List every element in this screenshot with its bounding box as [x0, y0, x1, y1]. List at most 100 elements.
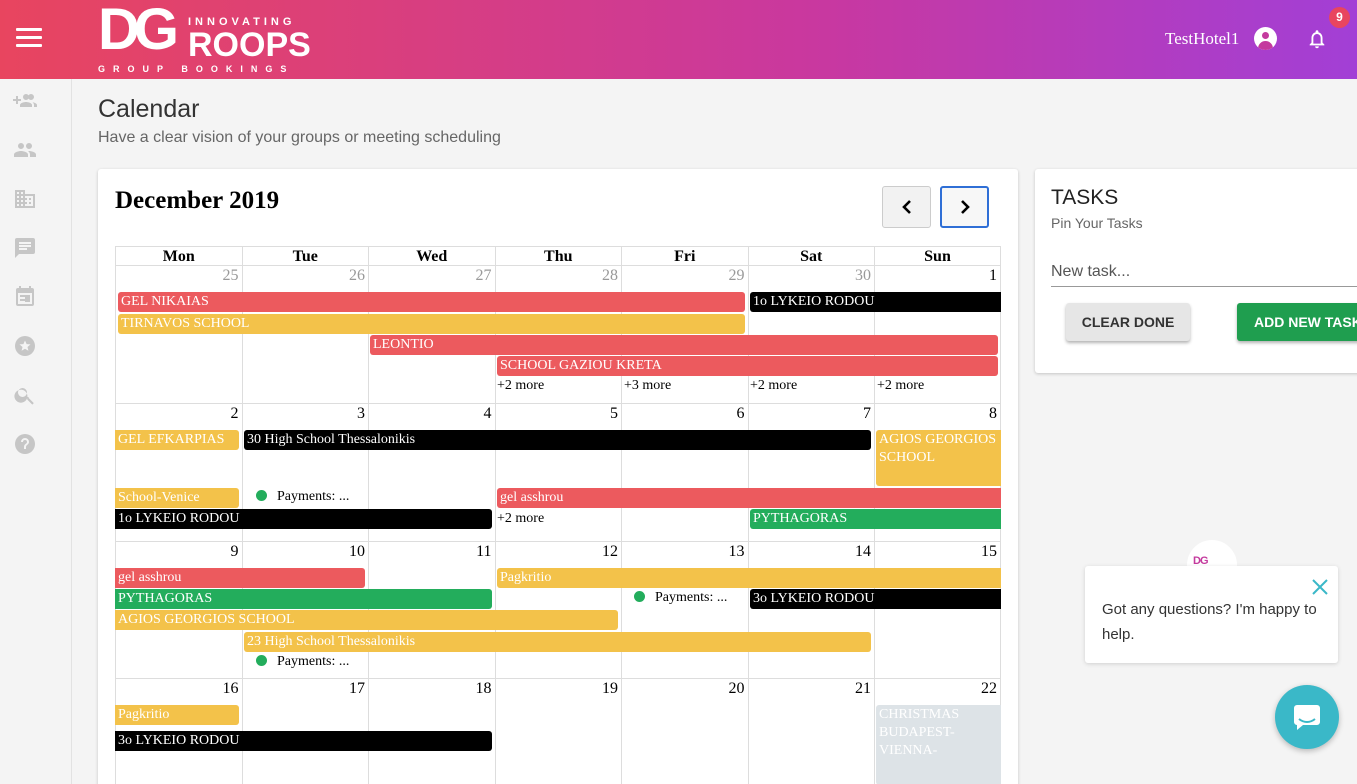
day-cell[interactable]: 20 — [621, 679, 748, 784]
payment-label: Payments: ... — [655, 590, 728, 605]
event-bar[interactable]: 3o LYKEIO RODOU — [115, 731, 492, 751]
chat-launch-button[interactable] — [1275, 685, 1339, 749]
add-group-icon[interactable] — [13, 89, 37, 113]
logo-group-bookings: GROUP BOOKINGS — [98, 64, 295, 74]
event-bar[interactable]: GEL NIKAIAS — [118, 292, 745, 312]
star-icon[interactable] — [13, 334, 37, 358]
day-number: 5 — [610, 405, 618, 422]
logo-dg: DG — [98, 0, 179, 62]
next-month-button[interactable] — [940, 186, 989, 228]
building-icon[interactable] — [13, 187, 37, 211]
new-task-input[interactable] — [1051, 257, 1357, 287]
event-bar[interactable]: Pagkritio — [497, 568, 1001, 588]
day-cell[interactable]: 3 — [241, 404, 368, 542]
user-circle-icon[interactable] — [1254, 27, 1277, 50]
chevron-left-icon — [901, 200, 911, 214]
more-link[interactable]: +2 more — [750, 378, 798, 393]
menu-icon[interactable] — [16, 28, 42, 50]
event-bar[interactable]: 1o LYKEIO RODOU — [750, 292, 1001, 312]
day-number: 18 — [475, 680, 492, 697]
day-cell[interactable]: 6 — [621, 404, 748, 542]
event-bar[interactable]: 3o LYKEIO RODOU — [750, 589, 1001, 609]
chat-message: Got any questions? I'm happy to help. — [1102, 601, 1317, 643]
logo-roops: ROOPS — [188, 26, 311, 64]
notification-badge[interactable]: 9 — [1329, 7, 1350, 28]
prev-month-button[interactable] — [882, 186, 931, 228]
day-cell[interactable]: 21 — [747, 679, 875, 784]
payment-item[interactable]: Payments: ... — [256, 654, 349, 670]
event-bar[interactable]: 23 High School Thessalonikis — [244, 632, 871, 652]
day-number: 14 — [855, 543, 871, 560]
payment-item[interactable]: Payments: ... — [634, 590, 727, 606]
day-number: 30 — [855, 267, 871, 284]
event-bar[interactable]: AGIOS GEORGIOS SCHOOL — [876, 430, 1001, 486]
event-bar[interactable]: TIRNAVOS SCHOOL — [118, 314, 745, 334]
day-number: 12 — [602, 543, 618, 560]
day-cell[interactable]: 4 — [368, 404, 495, 542]
event-bar[interactable]: PYTHAGORAS — [750, 509, 1001, 529]
more-link[interactable]: +2 more — [877, 378, 925, 393]
bell-icon[interactable] — [1306, 28, 1328, 50]
day-cell[interactable]: 15 — [874, 542, 1001, 679]
day-number: 21 — [855, 680, 871, 697]
chat-bubble[interactable]: Got any questions? I'm happy to help. — [1085, 566, 1338, 663]
weekday-mon: Mon — [115, 247, 242, 266]
more-link[interactable]: +2 more — [497, 511, 545, 526]
clear-done-button[interactable]: CLEAR DONE — [1066, 303, 1190, 341]
day-cell[interactable]: 26 — [241, 266, 368, 404]
event-bar[interactable]: CHRISTMAS BUDAPEST-VIENNA- — [876, 705, 1001, 784]
event-bar[interactable]: GEL EFKARPIAS — [115, 430, 239, 450]
day-number: 1 — [989, 267, 997, 284]
weekday-tue: Tue — [241, 247, 369, 266]
event-bar[interactable]: 1o LYKEIO RODOU — [115, 509, 492, 529]
event-bar[interactable]: PYTHAGORAS — [115, 589, 492, 609]
day-number: 27 — [475, 267, 492, 284]
day-number: 2 — [230, 405, 239, 422]
day-number: 10 — [349, 543, 365, 560]
event-bar[interactable]: 30 High School Thessalonikis — [244, 430, 871, 450]
event-bar[interactable]: Pagkritio — [115, 705, 239, 725]
day-number: 17 — [349, 680, 365, 697]
more-link[interactable]: +3 more — [624, 378, 672, 393]
user-name[interactable]: TestHotel1 — [1165, 29, 1240, 48]
day-number: 22 — [981, 680, 997, 697]
calendar-icon[interactable] — [13, 285, 37, 309]
event-bar[interactable]: LEONTIO — [370, 335, 998, 355]
event-bar[interactable]: gel asshrou — [115, 568, 365, 588]
event-bar[interactable]: SCHOOL GAZIOU KRETA — [497, 356, 998, 376]
event-bar[interactable]: School-Venice — [115, 488, 239, 508]
page-title: Calendar — [98, 95, 200, 123]
day-number: 19 — [602, 680, 618, 697]
weekday-wed: Wed — [368, 247, 495, 266]
day-number: 28 — [602, 267, 618, 284]
people-icon[interactable] — [13, 138, 37, 162]
day-number: 20 — [728, 680, 745, 697]
message-icon[interactable] — [13, 236, 37, 260]
event-bar[interactable]: AGIOS GEORGIOS SCHOOL — [115, 610, 618, 630]
logo[interactable]: DG INNOVATING ROOPS GROUP BOOKINGS — [98, 0, 313, 76]
payment-item[interactable]: Payments: ... — [256, 489, 349, 505]
day-number: 3 — [357, 405, 365, 422]
help-icon[interactable] — [13, 432, 37, 456]
payment-dot — [256, 655, 267, 666]
payment-label: Payments: ... — [277, 654, 350, 669]
add-new-task-button[interactable]: ADD NEW TASK — [1237, 303, 1357, 341]
day-cell[interactable]: 7 — [747, 404, 874, 542]
day-cell[interactable]: 25 — [115, 266, 242, 404]
event-bar[interactable]: gel asshrou — [497, 488, 1001, 508]
day-cell[interactable]: 5 — [494, 404, 621, 542]
day-cell[interactable]: 13 — [621, 542, 748, 679]
tasks-subtitle: Pin Your Tasks — [1051, 215, 1143, 231]
day-cell[interactable]: 2 — [115, 404, 242, 542]
close-icon[interactable] — [1311, 578, 1329, 596]
sidebar — [0, 79, 72, 784]
more-link[interactable]: +2 more — [497, 378, 545, 393]
search-icon[interactable] — [13, 383, 37, 407]
day-cell[interactable]: 19 — [494, 679, 622, 784]
day-number: 29 — [728, 267, 745, 284]
chat-icon — [1294, 705, 1320, 730]
day-cell[interactable]: 27 — [368, 266, 495, 404]
tasks-card: TASKS Pin Your Tasks CLEAR DONE ADD NEW … — [1035, 169, 1357, 373]
day-cell[interactable]: 14 — [747, 542, 874, 679]
chat-avatar-logo: DG — [1193, 555, 1208, 567]
